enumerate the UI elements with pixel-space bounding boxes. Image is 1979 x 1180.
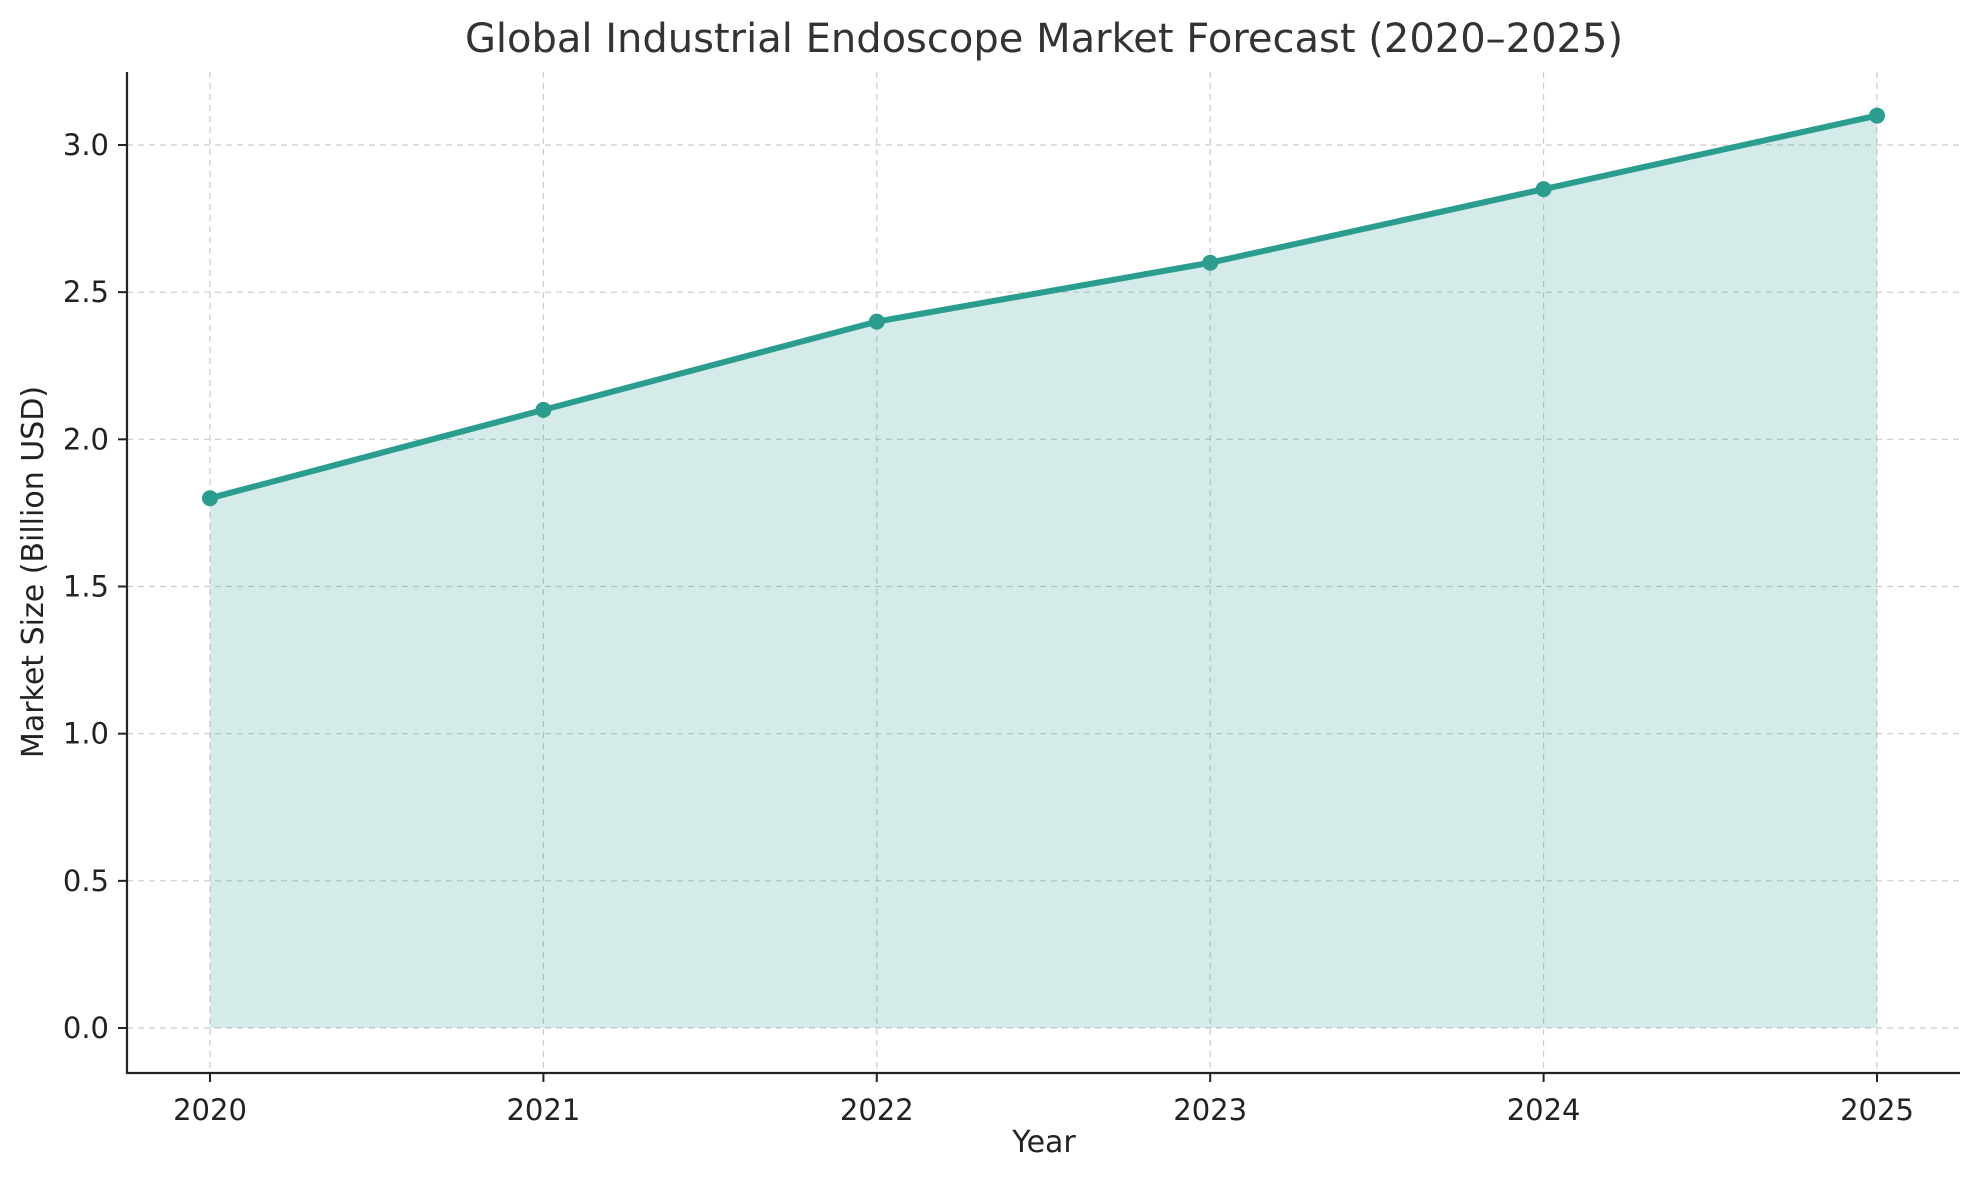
x-tick-label: 2020 — [173, 1093, 247, 1127]
area-fill — [210, 115, 1877, 1029]
x-axis: 2020 2021 2022 2023 2024 2025 — [173, 1073, 1914, 1127]
y-tick-label: 3.0 — [63, 128, 109, 162]
x-tick-label: 2025 — [1840, 1093, 1914, 1127]
y-axis: 0.0 0.5 1.0 1.5 2.0 2.5 3.0 — [63, 128, 127, 1045]
data-point — [1869, 107, 1885, 124]
x-tick-label: 2024 — [1507, 1093, 1581, 1127]
y-tick-label: 2.5 — [63, 275, 109, 309]
series-line — [207, 112, 1880, 502]
axis-spines — [125, 72, 1960, 1075]
data-point — [1535, 181, 1552, 198]
x-tick-label: 2021 — [506, 1093, 580, 1127]
chart-title: Global Industrial Endoscope Market Forec… — [465, 16, 1623, 62]
x-axis-label: Year — [1011, 1125, 1076, 1160]
y-tick-label: 1.0 — [63, 717, 109, 751]
x-tick-label: 2023 — [1173, 1093, 1247, 1127]
data-point — [535, 401, 552, 418]
y-tick-label: 0.0 — [63, 1011, 109, 1045]
data-points — [202, 107, 1885, 507]
y-tick-label: 1.5 — [63, 570, 109, 604]
data-point — [868, 313, 885, 330]
y-axis-label: Market Size (Billion USD) — [16, 386, 51, 758]
data-point — [1202, 254, 1219, 271]
x-tick-label: 2022 — [840, 1093, 914, 1127]
y-tick-label: 0.5 — [63, 864, 109, 898]
y-tick-label: 2.0 — [63, 422, 109, 456]
data-point — [202, 490, 218, 507]
